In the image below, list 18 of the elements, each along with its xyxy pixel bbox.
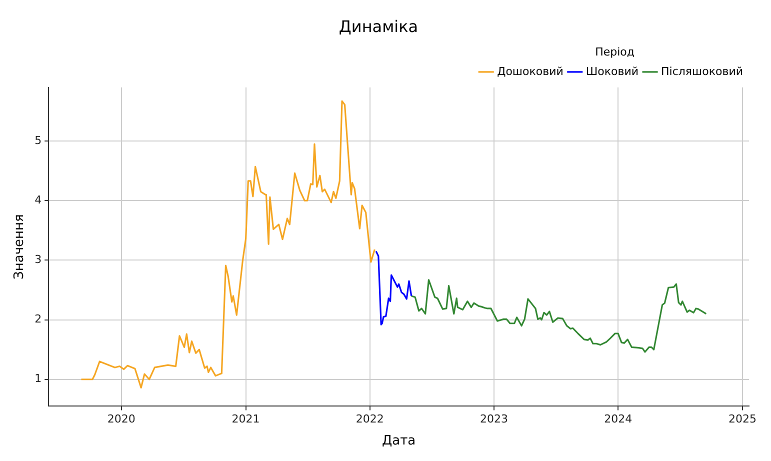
legend-title: Період [595, 46, 635, 59]
y-tick-label: 5 [34, 134, 42, 147]
x-tick-label: 2020 [107, 412, 136, 426]
x-tick-label: 2024 [604, 412, 632, 426]
y-axis-title: Значення [12, 214, 28, 280]
legend-label: Дошоковий [497, 64, 564, 78]
y-tick-label: 3 [34, 253, 42, 266]
x-tick-label: 2021 [232, 412, 260, 426]
y-tick-label: 1 [34, 372, 42, 386]
x-axis-title: Дата [382, 434, 416, 449]
y-tick-label: 2 [34, 312, 42, 326]
y-tick-label: 4 [34, 193, 42, 206]
x-tick-label: 2022 [356, 412, 384, 426]
legend-label: Шоковий [586, 64, 639, 78]
chart-title: Динаміка [338, 16, 418, 36]
x-tick-label: 2023 [480, 412, 508, 426]
x-tick-label: 2025 [728, 412, 757, 426]
legend-label: Післяшоковий [661, 64, 744, 78]
